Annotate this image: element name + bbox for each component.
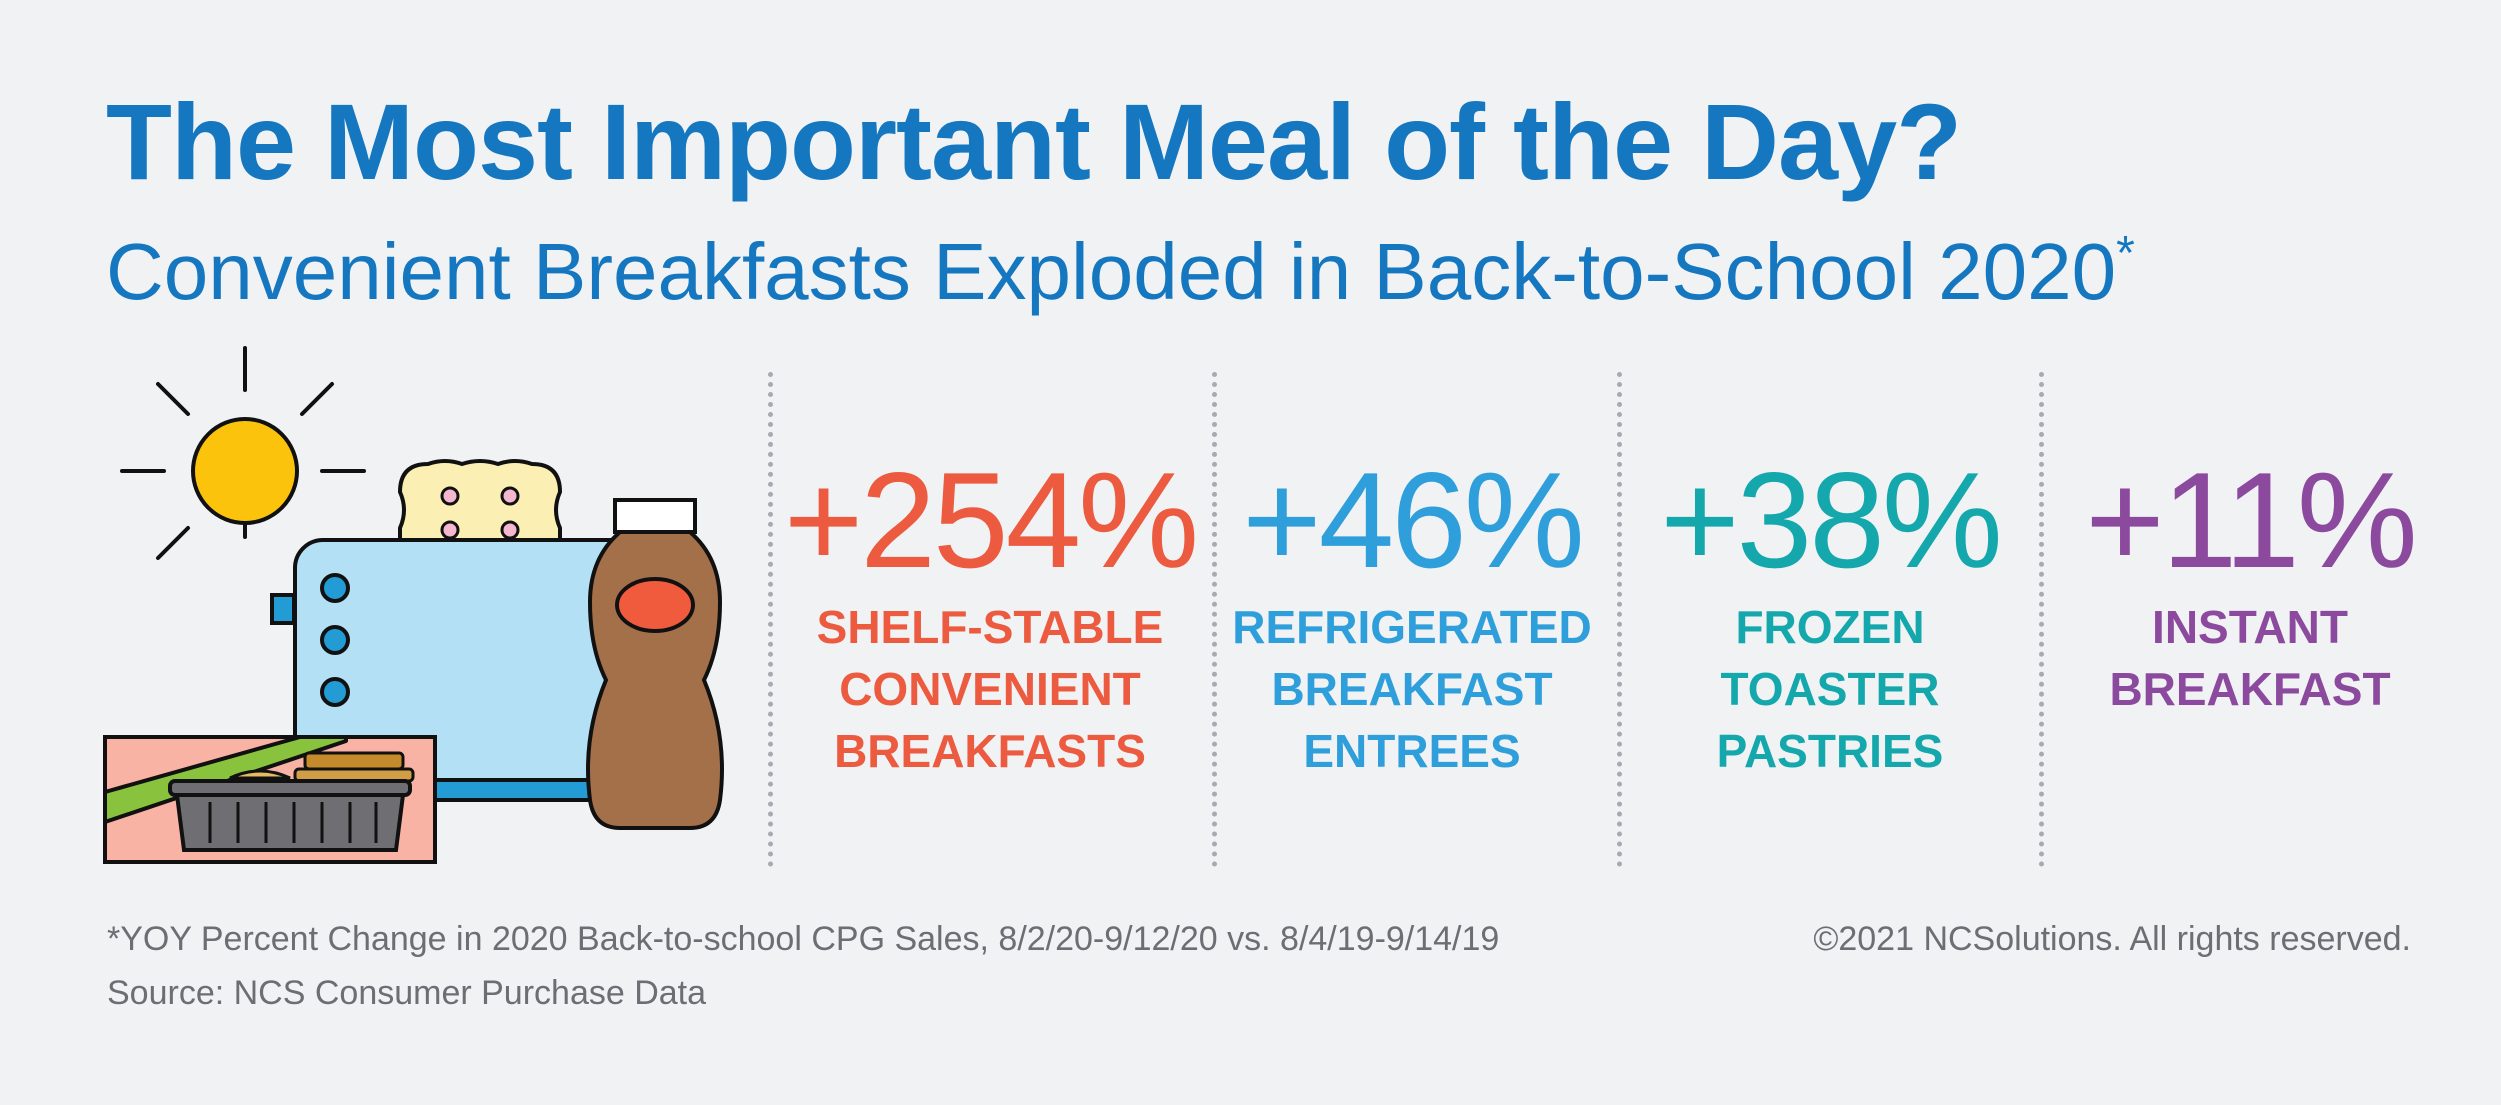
stat-label-line: BREAKFASTS (834, 725, 1146, 777)
stat-label: INSTANT BREAKFAST (2085, 596, 2415, 720)
stat-label-line: INSTANT (2152, 601, 2348, 653)
footnote-marker: * (2116, 227, 2135, 280)
divider-3 (1617, 372, 1622, 867)
meal-tray-icon (103, 735, 437, 864)
stat-label-line: SHELF-STABLE (816, 601, 1164, 653)
stat-value: +46% (1242, 444, 1585, 596)
footnote-source: Source: NCS Consumer Purchase Data (107, 974, 707, 1012)
subtitle-text: Convenient Breakfasts Exploded in Back-t… (106, 227, 2117, 316)
stat-value: +38% (1660, 444, 2003, 596)
breakfast-illustration (103, 346, 724, 864)
stat-value: +254% (783, 444, 1199, 596)
coffee-bottle-icon (586, 498, 724, 830)
page-title: The Most Important Meal of the Day? (106, 81, 1962, 202)
stat-label-line: BREAKFAST (2109, 663, 2391, 715)
sun-icon (120, 346, 366, 560)
stat-value: +11% (2085, 444, 2418, 596)
toast-icon (397, 459, 563, 554)
divider-4 (2039, 372, 2044, 867)
stat-label: REFRIGERATED BREAKFAST ENTREES (1232, 596, 1592, 782)
copyright: ©2021 NCSolutions. All rights reserved. (1813, 920, 2411, 958)
divider-1 (768, 372, 773, 867)
stat-label-line: REFRIGERATED (1232, 601, 1592, 653)
stat-label-line: TOASTER (1720, 663, 1940, 715)
footnote-note: *YOY Percent Change in 2020 Back-to-scho… (107, 920, 1500, 958)
stat-label-line: ENTREES (1303, 725, 1521, 777)
stat-label-line: CONVENIENT (839, 663, 1141, 715)
stat-label-line: FROZEN (1735, 601, 1925, 653)
stat-shelf-stable: +254% SHELF-STABLE CONVENIENT BREAKFASTS (783, 444, 1199, 782)
stat-instant-breakfast: +11% INSTANT BREAKFAST (2085, 444, 2418, 720)
stat-label: FROZEN TOASTER PASTRIES (1660, 596, 2000, 782)
stat-label-line: PASTRIES (1716, 725, 1944, 777)
page-subtitle: Convenient Breakfasts Exploded in Back-t… (106, 226, 2135, 318)
divider-2 (1212, 372, 1217, 867)
stat-refrigerated: +46% REFRIGERATED BREAKFAST ENTREES (1232, 452, 1592, 782)
footnote: *YOY Percent Change in 2020 Back-to-scho… (107, 912, 1499, 1020)
stat-label: SHELF-STABLE CONVENIENT BREAKFASTS (784, 596, 1196, 782)
stat-label-line: BREAKFAST (1271, 663, 1553, 715)
stat-frozen-toaster: +38% FROZEN TOASTER PASTRIES (1660, 444, 2003, 782)
